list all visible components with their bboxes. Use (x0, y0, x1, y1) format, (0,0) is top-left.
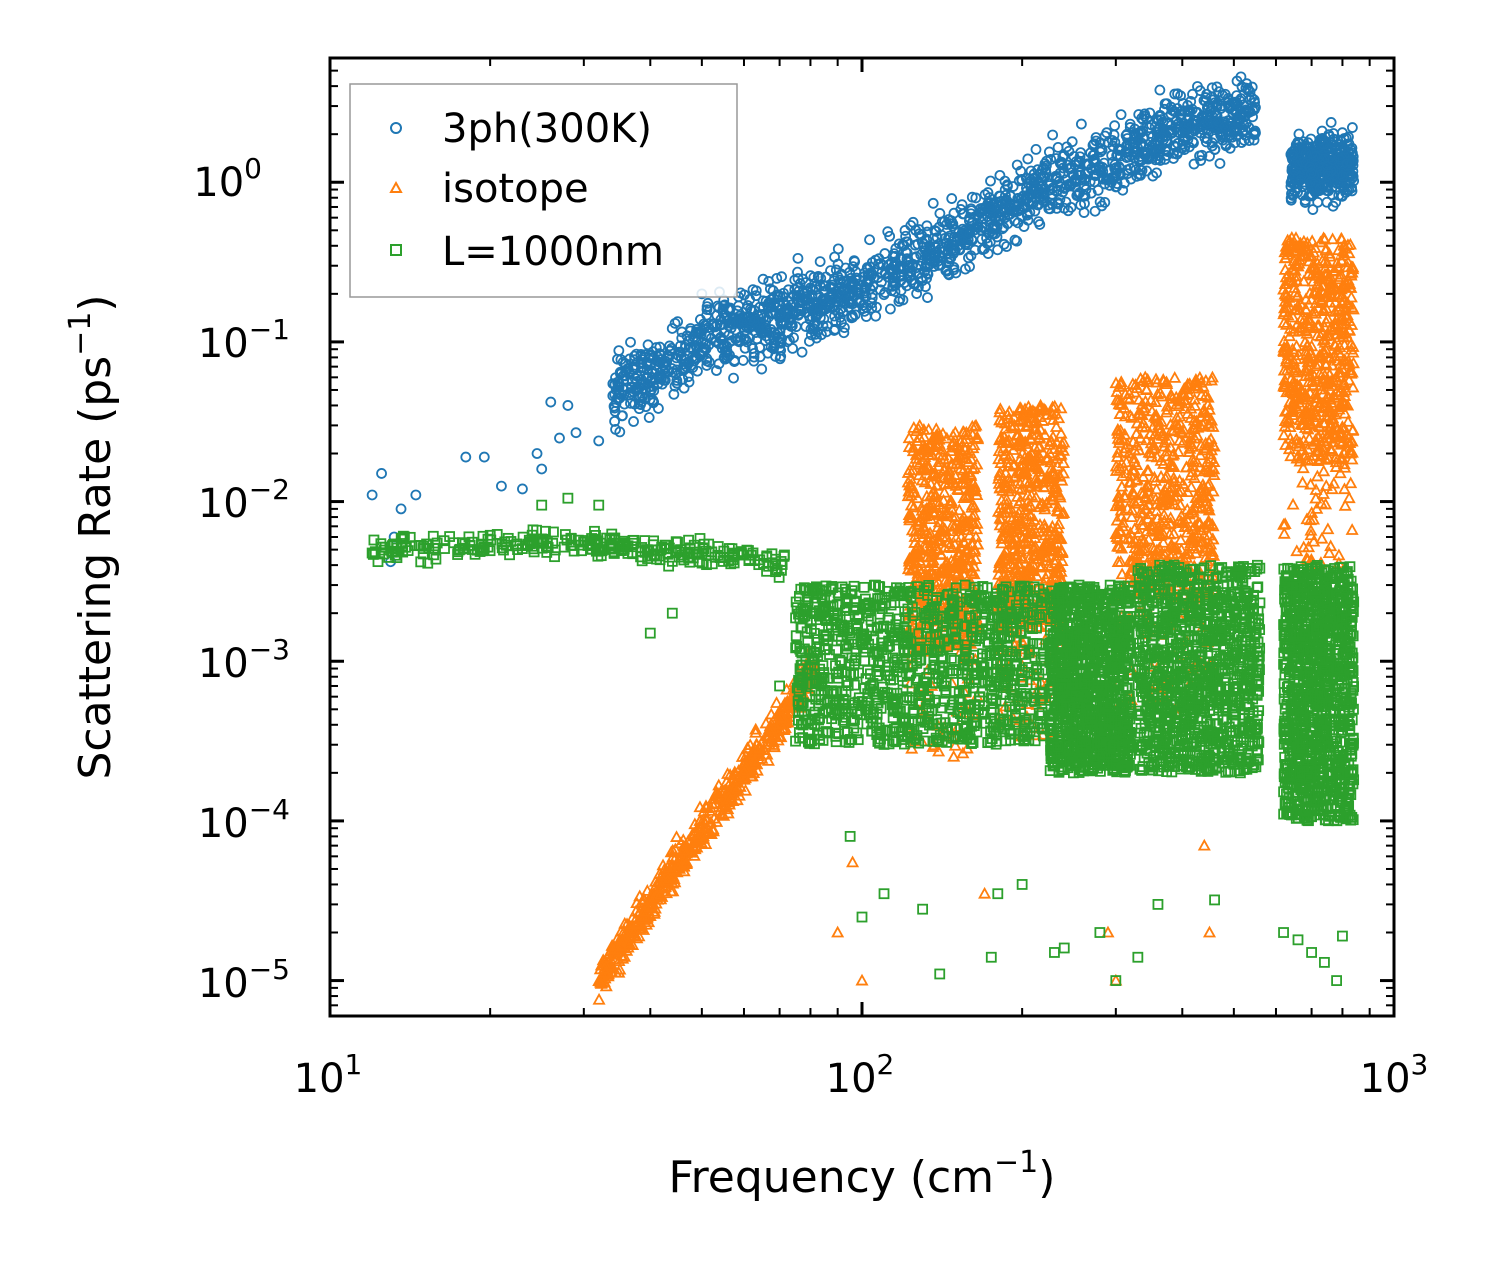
data-point-3ph (886, 285, 897, 297)
data-point-3ph (638, 393, 650, 405)
data-point-3ph (1066, 136, 1078, 148)
data-point-3ph (922, 292, 933, 303)
data-point-3ph (613, 345, 625, 357)
data-point-3ph (982, 187, 994, 198)
data-point-3ph (946, 193, 958, 204)
data-point-3ph (771, 272, 783, 284)
data-point-3ph (829, 251, 840, 263)
data-point-3ph (675, 340, 686, 352)
data-point-3ph (747, 343, 758, 354)
data-point-3ph (837, 306, 849, 318)
data-point-3ph (970, 192, 982, 204)
data-point-3ph (879, 248, 891, 259)
data-point-3ph (1011, 159, 1023, 171)
data-point-3ph (866, 292, 878, 304)
data-point-3ph (884, 303, 896, 315)
data-point-3ph (673, 350, 684, 362)
data-point-3ph (1099, 178, 1111, 190)
data-point-3ph (1160, 143, 1171, 155)
data-point-3ph (1214, 158, 1226, 169)
data-point-3ph (1088, 138, 1100, 150)
data-point-3ph (754, 342, 766, 353)
data-point-3ph (625, 397, 636, 409)
data-point-3ph (709, 321, 721, 333)
data-point-3ph (993, 190, 1005, 202)
data-point-3ph (683, 371, 694, 383)
data-point-3ph (1047, 182, 1058, 194)
data-point-3ph (921, 267, 933, 279)
data-point-3ph (1159, 103, 1170, 115)
data-point-3ph (778, 287, 789, 299)
data-point-3ph (609, 405, 621, 417)
data-point-3ph (1152, 153, 1164, 165)
data-point-3ph (666, 323, 678, 334)
data-point-3ph (1102, 173, 1114, 185)
data-point-3ph (726, 335, 738, 347)
data-point-3ph (643, 412, 655, 423)
data-point-3ph (1115, 109, 1127, 121)
data-point-3ph (757, 273, 769, 285)
data-point-3ph (1032, 164, 1044, 176)
data-point-3ph (1096, 144, 1108, 156)
data-point-3ph (1212, 123, 1223, 135)
data-point-3ph (814, 256, 826, 267)
data-point-3ph (870, 254, 882, 266)
scatter-points-layer (366, 71, 1360, 1005)
data-point-3ph (625, 336, 636, 348)
data-point-3ph (1192, 81, 1203, 92)
data-point-3ph (1095, 167, 1107, 178)
data-point-3ph (998, 238, 1010, 250)
data-point-3ph (748, 347, 760, 359)
data-point-3ph (1161, 98, 1173, 110)
data-point-3ph (609, 415, 620, 427)
data-point-3ph (1154, 155, 1166, 166)
data-point-3ph (647, 397, 659, 409)
data-point-3ph (1092, 184, 1104, 196)
data-point-3ph (985, 175, 996, 187)
data-point-3ph (628, 416, 639, 427)
series-3ph (366, 71, 1360, 568)
data-point-3ph (921, 220, 933, 232)
data-point-3ph (787, 343, 798, 354)
data-point-3ph (1089, 205, 1101, 217)
data-point-3ph (1196, 149, 1208, 161)
data-point-3ph (882, 226, 894, 238)
data-point-3ph (992, 244, 1003, 256)
data-point-3ph (1179, 125, 1190, 137)
data-point-3ph (864, 234, 875, 246)
data-point-3ph (1064, 163, 1076, 175)
data-point-3ph (1204, 150, 1215, 162)
data-point-3ph (1045, 154, 1057, 165)
data-point-3ph (672, 316, 684, 328)
data-point-3ph (1001, 241, 1012, 252)
data-point-3ph (879, 287, 891, 298)
data-point-3ph (671, 374, 683, 386)
